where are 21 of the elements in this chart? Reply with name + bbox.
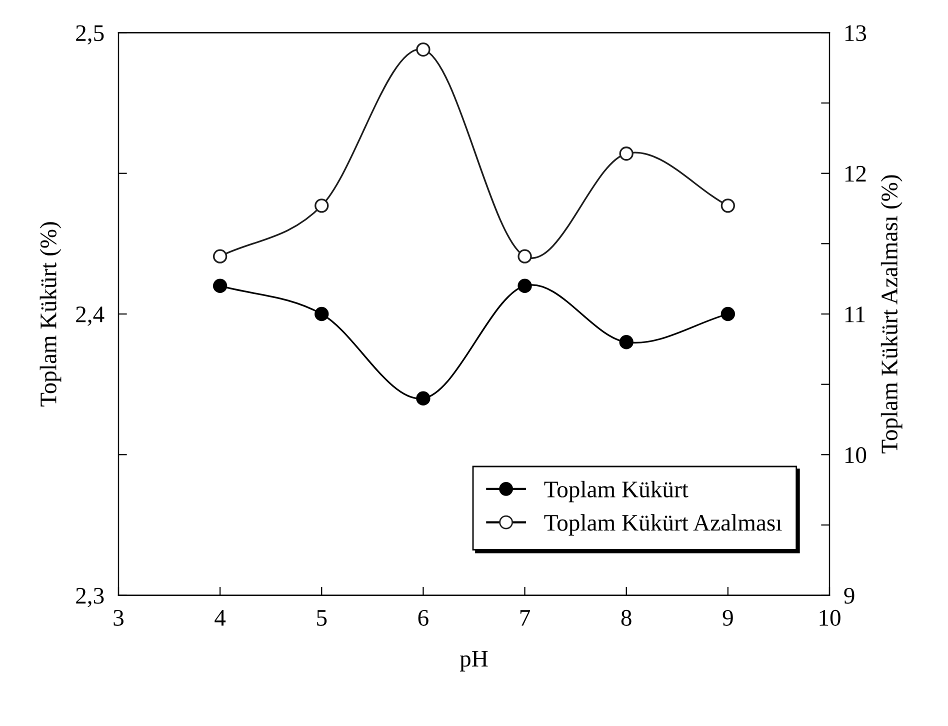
y2-tick-label: 12 <box>845 166 866 182</box>
y2-tick-label: 11 <box>845 306 865 322</box>
y2-tick-label: 13 <box>845 25 866 42</box>
x-tick-label: 10 <box>820 610 840 626</box>
legend-label: Toplam Kükürt Azalması <box>544 514 782 536</box>
y-tick-label: 2,3 <box>76 588 104 608</box>
y2-axis-title: Toplam Kükürt Azalması (%) <box>880 175 902 454</box>
x-tick-label: 8 <box>621 610 632 626</box>
y-axis-title: Toplam Kükürt (%) <box>40 222 62 407</box>
x-tick-label: 6 <box>418 610 428 626</box>
y2-tick-label: 10 <box>845 447 866 464</box>
x-tick-label: 3 <box>114 610 124 626</box>
legend-label: Toplam Kükürt <box>544 480 688 502</box>
x-tick-label: 7 <box>520 610 530 626</box>
x-tick-label: 4 <box>214 610 226 626</box>
y-tick-label: 2,4 <box>76 306 104 326</box>
x-tick-label: 5 <box>317 610 327 626</box>
y-tick-label: 2,5 <box>76 25 104 44</box>
y2-tick-label: 9 <box>844 588 854 604</box>
x-axis-title: pH <box>460 650 488 672</box>
x-tick-label: 9 <box>722 610 733 626</box>
